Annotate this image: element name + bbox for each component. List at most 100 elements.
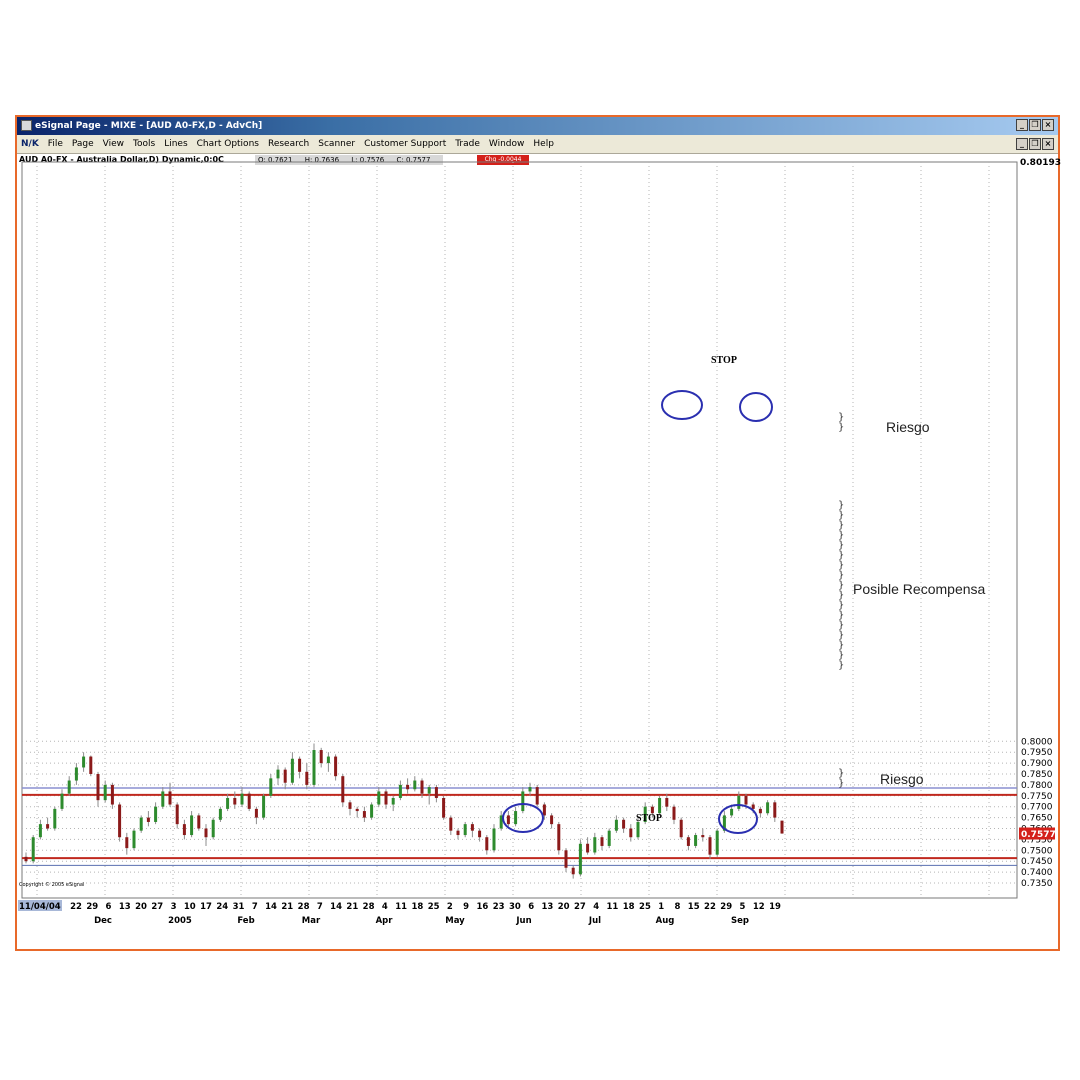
date-month-label: Aug — [656, 916, 675, 926]
menu-window[interactable]: Window — [488, 139, 525, 149]
candle — [370, 802, 374, 820]
child-restore-button[interactable]: ❒ — [1029, 138, 1041, 150]
date-day-label: 6 — [528, 902, 534, 912]
menu-customer-support[interactable]: Customer Support — [364, 139, 447, 149]
menu-tools[interactable]: Tools — [133, 139, 156, 149]
candle — [780, 820, 784, 834]
child-close-button[interactable]: × — [1042, 138, 1054, 150]
date-day-label: 11 — [607, 902, 619, 912]
menu-chart-options[interactable]: Chart Options — [196, 139, 259, 149]
reward-brace: } — [838, 630, 844, 641]
candle-body — [269, 778, 273, 796]
candle-body — [521, 791, 525, 812]
candle — [571, 865, 575, 879]
candle — [550, 813, 554, 829]
stop-circle-top-right — [739, 392, 773, 422]
menu-logo-icon[interactable]: N/K — [21, 139, 39, 149]
candle-body — [168, 791, 172, 805]
candle — [132, 828, 136, 851]
date-day-label: 28 — [363, 902, 375, 912]
date-day-label: 21 — [346, 902, 358, 912]
candle-body — [578, 843, 582, 875]
candle-body — [276, 769, 280, 779]
candle-body — [298, 758, 302, 772]
date-day-label: 17 — [200, 902, 212, 912]
candle-body — [334, 756, 338, 777]
menu-help[interactable]: Help — [533, 139, 554, 149]
candle-body — [262, 795, 266, 818]
candle — [298, 756, 302, 779]
candle — [478, 828, 482, 842]
candle-body — [686, 837, 690, 846]
price-axis-label: 0.7550 — [1021, 835, 1053, 845]
restore-button[interactable]: ❒ — [1029, 119, 1041, 131]
menu-lines[interactable]: Lines — [164, 139, 188, 149]
candle-body — [694, 835, 698, 846]
date-day-label: 19 — [769, 902, 781, 912]
candle — [319, 747, 323, 768]
menu-research[interactable]: Research — [267, 139, 310, 149]
candle — [593, 832, 597, 855]
candle — [31, 835, 35, 864]
date-month-label: Mar — [302, 916, 321, 926]
candle — [506, 811, 510, 827]
candle — [118, 802, 122, 842]
riesgo-top-brace: } — [838, 412, 844, 423]
candle — [190, 811, 194, 838]
close-button[interactable]: × — [1042, 119, 1054, 131]
candle — [773, 800, 777, 822]
riesgo-bottom-brace: } — [838, 768, 844, 779]
candle — [46, 817, 50, 831]
level-lines — [22, 787, 1017, 866]
candle-body — [398, 784, 402, 798]
price-axis-label: 0.7750 — [1021, 792, 1053, 802]
date-day-label: 6 — [106, 902, 112, 912]
candle-body — [542, 804, 546, 816]
price-axis-label: 0.7500 — [1021, 846, 1053, 856]
date-day-label: 31 — [233, 902, 245, 912]
menu-file[interactable]: File — [47, 139, 63, 149]
candle-body — [254, 808, 258, 818]
candle-body — [125, 837, 129, 849]
candle-body — [211, 819, 215, 838]
candle — [175, 802, 179, 829]
child-minimize-button[interactable]: _ — [1016, 138, 1028, 150]
symbol-info-bar: AUD A0-FX - Australia Dollar,D) Dynamic,… — [17, 154, 1017, 166]
candle-body — [600, 837, 604, 846]
reward-brace: } — [838, 640, 844, 651]
candle — [535, 784, 539, 807]
menu-page[interactable]: Page — [71, 139, 94, 149]
menu-scanner[interactable]: Scanner — [318, 139, 356, 149]
candle — [125, 832, 129, 855]
candle — [233, 791, 237, 809]
candle — [82, 752, 86, 772]
menu-trade[interactable]: Trade — [455, 139, 480, 149]
candle-body — [406, 784, 410, 790]
date-day-label: 2 — [447, 902, 453, 912]
title-bar[interactable]: eSignal Page - MIXE - [AUD A0-FX,D - Adv… — [17, 117, 1058, 135]
candle-body — [240, 793, 244, 805]
price-axis-label: 0.7650 — [1021, 814, 1053, 824]
candle-body — [110, 784, 114, 805]
minimize-button[interactable]: _ — [1016, 119, 1028, 131]
candle — [269, 774, 273, 798]
candle — [362, 806, 366, 822]
date-month-label: Jun — [515, 916, 531, 926]
app-icon — [21, 120, 32, 131]
candle — [470, 821, 474, 838]
candle-body — [535, 787, 539, 805]
candle-body — [341, 776, 345, 803]
price-axis-label: 0.8000 — [1021, 737, 1053, 747]
menu-view[interactable]: View — [102, 139, 125, 149]
date-day-label: 22 — [704, 902, 716, 912]
candle — [499, 811, 503, 831]
candle — [557, 821, 561, 855]
candle-body — [629, 828, 633, 838]
candle-body — [118, 804, 122, 838]
candle-body — [139, 817, 143, 831]
candle-body — [622, 819, 626, 829]
candle-body — [528, 787, 532, 792]
reward-brace: } — [838, 510, 844, 521]
